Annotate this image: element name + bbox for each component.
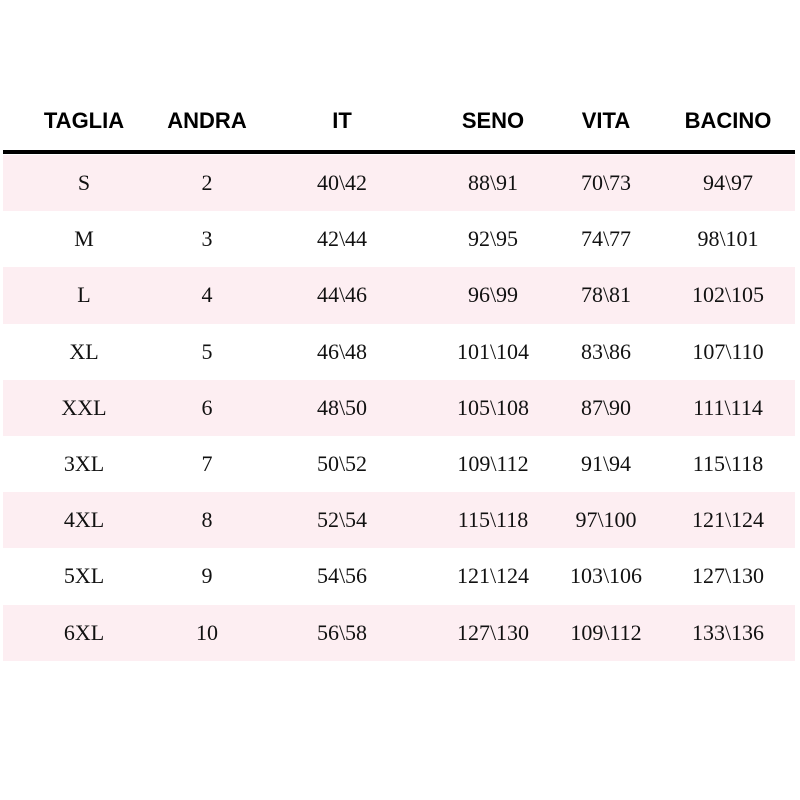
header-divider [3,150,795,154]
cell-it: 46\48 [316,338,368,364]
cell-andra: 10 [196,619,218,645]
cell-bacino: 121\124 [691,507,765,533]
cell-bacino: 111\114 [693,394,763,420]
cell-it: 54\56 [316,563,368,589]
cell-bacino: 102\105 [691,282,765,308]
cell-taglia: XXL [61,394,107,420]
table-row: XXL 6 48\50 105\108 87\90 111\114 [3,379,795,436]
cell-bacino: 127\130 [691,563,765,589]
cell-it: 56\58 [316,619,368,645]
cell-taglia: L [77,282,91,308]
cell-andra: 6 [201,394,213,420]
table-row: 5XL 9 54\56 121\124 103\106 127\130 [3,548,795,604]
cell-it: 42\44 [316,226,368,252]
cell-seno: 121\124 [456,563,530,589]
cell-it: 40\42 [316,170,368,196]
cell-seno: 92\95 [467,226,519,252]
cell-it: 52\54 [316,507,368,533]
cell-seno: 101\104 [456,338,530,364]
cell-taglia: 3XL [63,451,105,477]
cell-taglia: S [77,170,91,196]
cell-vita: 78\81 [580,282,632,308]
cell-andra: 2 [201,170,213,196]
cell-bacino: 94\97 [702,170,754,196]
cell-it: 44\46 [316,282,368,308]
table-row: 6XL 10 56\58 127\130 109\112 133\136 [3,604,795,661]
cell-seno: 109\112 [457,451,529,477]
cell-bacino: 107\110 [692,338,764,364]
cell-vita: 109\112 [570,619,642,645]
cell-vita: 97\100 [575,507,637,533]
cell-andra: 7 [201,451,213,477]
column-header-bacino: BACINO [684,108,772,133]
column-header-andra: ANDRA [167,108,247,133]
cell-seno: 115\118 [457,507,529,533]
table-row: 3XL 7 50\52 109\112 91\94 115\118 [3,436,795,492]
table-row: S 2 40\42 88\91 70\73 94\97 [3,155,795,212]
cell-andra: 4 [201,282,213,308]
table-row: 4XL 8 52\54 115\118 97\100 121\124 [3,492,795,549]
cell-taglia: 4XL [63,507,105,533]
cell-vita: 103\106 [569,563,643,589]
column-header-it: IT [332,108,352,133]
table-row: M 3 42\44 92\95 74\77 98\101 [3,211,795,267]
cell-seno: 96\99 [467,282,519,308]
cell-bacino: 133\136 [691,619,765,645]
cell-bacino: 98\101 [697,226,759,252]
cell-vita: 83\86 [580,338,632,364]
cell-taglia: XL [69,338,99,364]
cell-vita: 87\90 [580,394,632,420]
cell-seno: 127\130 [456,619,530,645]
table-row: L 4 44\46 96\99 78\81 102\105 [3,267,795,324]
column-header-seno: SENO [461,108,525,133]
cell-taglia: M [74,226,94,252]
cell-it: 50\52 [316,451,368,477]
column-header-taglia: TAGLIA [43,108,125,133]
cell-seno: 88\91 [467,170,519,196]
size-table-body: S 2 40\42 88\91 70\73 94\97 M 3 42\44 92\95 74\77 9… [3,155,795,661]
cell-vita: 74\77 [580,226,632,252]
column-header-vita: VITA [581,108,631,133]
cell-andra: 9 [201,563,213,589]
cell-andra: 5 [201,338,213,364]
table-header: TAGLIA ANDRA IT SENO VITA BACINO [0,108,800,144]
cell-vita: 70\73 [580,170,632,196]
cell-taglia: 6XL [63,619,105,645]
cell-bacino: 115\118 [692,451,764,477]
cell-andra: 3 [201,226,213,252]
table-row: XL 5 46\48 101\104 83\86 107\110 [3,324,795,380]
cell-seno: 105\108 [456,394,530,420]
cell-vita: 91\94 [580,451,632,477]
cell-andra: 8 [201,507,213,533]
cell-taglia: 5XL [63,563,105,589]
cell-it: 48\50 [316,394,368,420]
